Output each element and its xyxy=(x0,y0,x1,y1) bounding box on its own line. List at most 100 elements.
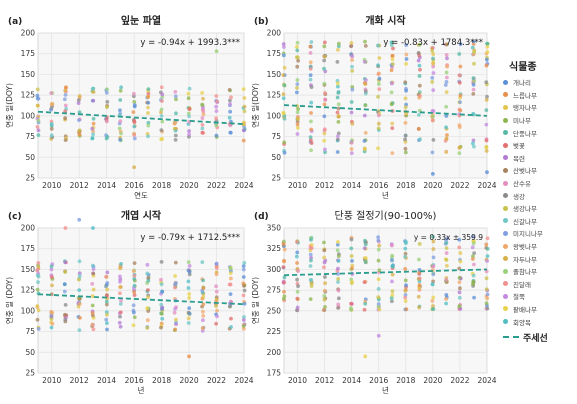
x-tick-label: 2012 xyxy=(70,181,89,190)
data-point xyxy=(118,137,123,142)
data-point xyxy=(159,311,164,316)
legend-label: 느릅나무 xyxy=(513,91,537,100)
data-point xyxy=(131,303,136,308)
data-point-outlier xyxy=(214,49,219,54)
legend-swatch xyxy=(503,104,508,110)
y-tick-label: 200 xyxy=(267,29,282,38)
legend-label: 졸참나무 xyxy=(513,268,537,277)
data-point xyxy=(457,290,462,295)
x-tick-label: 2010 xyxy=(288,376,307,385)
x-tick-label: 2010 xyxy=(42,181,61,190)
y-tick-label: 175 xyxy=(21,49,36,58)
data-point xyxy=(281,42,286,46)
data-point xyxy=(104,321,109,326)
data-point xyxy=(228,109,233,114)
data-point xyxy=(458,93,463,98)
data-point xyxy=(35,304,40,308)
data-point xyxy=(336,280,340,284)
data-point xyxy=(391,46,395,51)
data-point xyxy=(431,279,436,284)
legend-label: 탱자나무 xyxy=(513,104,537,113)
data-point xyxy=(431,247,436,251)
data-point xyxy=(215,314,219,319)
data-point xyxy=(228,266,233,271)
data-point xyxy=(91,327,96,332)
data-point xyxy=(322,138,327,143)
y-tick-label: 150 xyxy=(267,70,282,79)
data-point xyxy=(214,289,219,294)
data-point xyxy=(417,257,421,262)
legend-swatch xyxy=(503,256,508,262)
data-point xyxy=(91,90,96,94)
data-point xyxy=(403,137,407,142)
data-point xyxy=(104,283,109,287)
data-point xyxy=(416,294,421,299)
data-point xyxy=(444,114,449,118)
data-point xyxy=(416,112,421,117)
data-point xyxy=(90,322,95,327)
data-point xyxy=(444,90,449,95)
data-point xyxy=(241,326,246,331)
y-tick-label: 200 xyxy=(21,29,36,38)
data-point xyxy=(431,304,435,308)
legend-item: 생강나무 xyxy=(503,202,575,215)
data-point xyxy=(322,265,326,270)
data-point xyxy=(471,241,476,246)
y-tick-label: 150 xyxy=(21,70,36,79)
data-point xyxy=(431,114,435,119)
data-point xyxy=(118,119,123,124)
data-point xyxy=(105,312,109,317)
data-point xyxy=(36,280,40,285)
data-point xyxy=(78,315,82,320)
legend-item: 미나무 xyxy=(503,114,575,127)
data-point xyxy=(349,254,354,258)
data-point xyxy=(323,150,327,155)
y-tick-label: 100 xyxy=(267,111,282,120)
data-point xyxy=(431,272,436,277)
data-point xyxy=(484,145,489,150)
legend-item: 목련 xyxy=(503,152,575,165)
data-point xyxy=(472,295,476,300)
data-point xyxy=(403,254,408,259)
data-point xyxy=(131,310,136,315)
data-point xyxy=(35,87,40,92)
data-point xyxy=(49,325,54,330)
data-point xyxy=(376,43,380,48)
data-point xyxy=(390,253,395,258)
data-point xyxy=(77,271,82,276)
data-point xyxy=(91,287,96,292)
data-point xyxy=(376,247,381,252)
data-point xyxy=(323,305,327,309)
data-point xyxy=(335,150,340,154)
data-point xyxy=(132,315,137,320)
data-point xyxy=(376,295,381,300)
data-point xyxy=(242,260,247,265)
data-point xyxy=(131,91,136,96)
data-point xyxy=(186,96,191,101)
data-point-outlier xyxy=(485,170,489,175)
data-point xyxy=(296,107,301,111)
data-point xyxy=(322,102,327,107)
panel-letter: (a) xyxy=(8,17,22,27)
data-point xyxy=(472,61,476,66)
data-point xyxy=(50,311,55,315)
data-point xyxy=(336,288,341,293)
data-point xyxy=(201,278,205,283)
data-point xyxy=(90,294,95,299)
data-point xyxy=(471,39,476,44)
data-point xyxy=(458,286,462,291)
data-point xyxy=(323,275,327,279)
data-point xyxy=(63,303,68,307)
data-point xyxy=(228,271,233,276)
data-point xyxy=(471,254,475,259)
data-point xyxy=(105,87,109,92)
data-point xyxy=(362,59,367,64)
data-point xyxy=(214,109,219,114)
data-point xyxy=(36,118,41,123)
y-tick-label: 125 xyxy=(21,91,36,100)
data-point xyxy=(377,243,382,248)
legend-swatch xyxy=(503,167,508,173)
legend: 식물종 개나리 느릅나무 탱자나무 미나무 단풍나무 벚꽃 목련 산벚나무 산수유 생강 생강나무 신… xyxy=(503,58,575,344)
data-point xyxy=(404,43,409,48)
data-point xyxy=(444,301,449,306)
